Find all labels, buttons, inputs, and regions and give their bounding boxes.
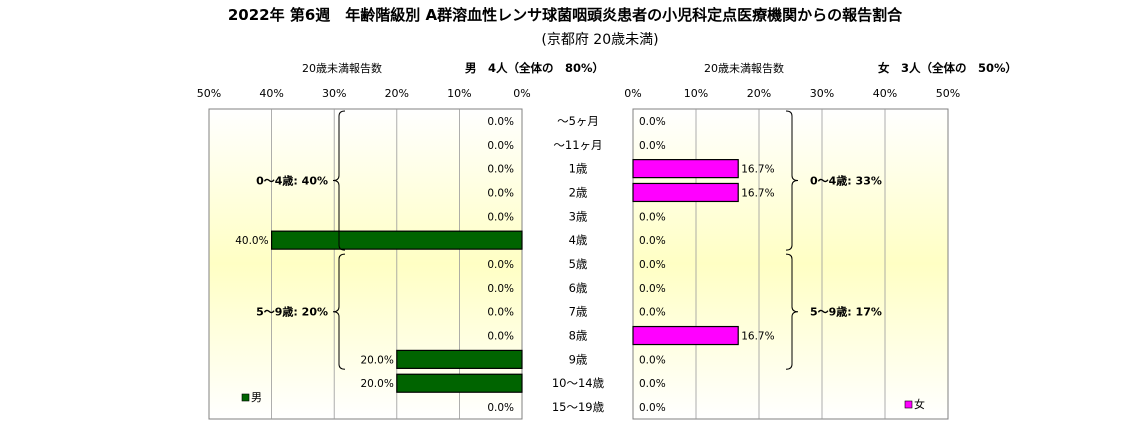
female-tick-label: 10% xyxy=(684,87,708,100)
female-data-label: 0.0% xyxy=(639,235,666,247)
male-data-label: 0.0% xyxy=(487,211,514,223)
male-group-label: 5～9歳: 20% xyxy=(256,305,328,319)
male-data-label: 0.0% xyxy=(487,259,514,271)
female-legend-swatch xyxy=(904,400,913,409)
male-tick-label: 10% xyxy=(447,87,471,100)
category-label: 7歳 xyxy=(569,305,588,319)
male-header-label: 20歳未満報告数 xyxy=(302,62,382,75)
female-data-label: 0.0% xyxy=(639,307,666,319)
male-tick-label: 20% xyxy=(385,87,409,100)
category-label: 5歳 xyxy=(569,257,588,271)
female-header-stat: 女 3人（全体の 50%） xyxy=(878,61,1017,75)
male-data-label: 0.0% xyxy=(487,140,514,152)
male-data-label: 20.0% xyxy=(360,378,393,390)
male-data-label: 0.0% xyxy=(487,116,514,128)
female-tick-label: 40% xyxy=(873,87,897,100)
female-tick-label: 50% xyxy=(936,87,960,100)
female-group-label: 0～4歳: 33% xyxy=(810,174,882,188)
chart-title: 2022年 第6週 年齢階級別 A群溶血性レンサ球菌咽頭炎患者の小児科定点医療機… xyxy=(228,6,903,24)
female-tick-label: 20% xyxy=(747,87,771,100)
female-legend-label: 女 xyxy=(914,397,925,411)
male-data-labels: 0.0% 0.0% 0.0% 0.0% 0.0% 40.0% 0.0% 0.0% 0.0% 0.0… xyxy=(235,116,514,414)
group-bracket xyxy=(332,110,346,251)
female-data-label: 0.0% xyxy=(639,140,666,152)
male-legend-swatch xyxy=(241,393,250,402)
male-axis-ticks: 0% 10% 20% 30% 40% 50% xyxy=(197,87,531,100)
category-label: 4歳 xyxy=(569,233,588,247)
female-data-label: 0.0% xyxy=(639,402,666,414)
male-plot-area xyxy=(208,108,523,420)
category-label: 8歳 xyxy=(569,329,588,343)
male-bars xyxy=(271,230,523,393)
male-group-label: 0～4歳: 40% xyxy=(256,174,328,188)
male-data-label: 0.0% xyxy=(487,164,514,176)
male-legend: 男 xyxy=(241,391,262,404)
group-bracket xyxy=(332,253,346,370)
category-label: 2歳 xyxy=(569,185,588,199)
chart-subtitle: (京都府 20歳未満) xyxy=(541,32,658,48)
male-data-label: 0.0% xyxy=(487,402,514,414)
category-label: ～5ヶ月 xyxy=(557,114,599,128)
male-data-label: 0.0% xyxy=(487,187,514,199)
male-tick-label: 30% xyxy=(322,87,346,100)
female-data-label: 16.7% xyxy=(741,164,774,176)
category-labels: ～5ヶ月 ～11ヶ月 1歳 2歳 3歳 4歳 5歳 6歳 7歳 8歳 9歳 10～14歳 15～19歳 xyxy=(552,114,605,414)
female-data-label: 0.0% xyxy=(639,283,666,295)
female-header-label: 20歳未満報告数 xyxy=(704,62,784,75)
female-data-label: 16.7% xyxy=(741,331,774,343)
female-tick-label: 0% xyxy=(624,87,641,100)
group-bracket xyxy=(785,253,799,370)
category-label: ～11ヶ月 xyxy=(553,138,602,152)
female-group-label: 5～9歳: 17% xyxy=(810,305,882,319)
male-bar xyxy=(396,373,523,393)
female-bar xyxy=(632,159,739,179)
male-data-label: 0.0% xyxy=(487,307,514,319)
female-data-label: 16.7% xyxy=(741,187,774,199)
female-data-label: 0.0% xyxy=(639,211,666,223)
male-data-label: 20.0% xyxy=(360,354,393,366)
female-data-labels: 0.0% 0.0% 16.7% 16.7% 0.0% 0.0% 0.0% 0.0% 0.0% 16… xyxy=(639,116,775,414)
male-legend-label: 男 xyxy=(251,391,262,404)
male-tick-label: 50% xyxy=(197,87,221,100)
male-data-label: 40.0% xyxy=(235,235,268,247)
category-label: 3歳 xyxy=(569,209,588,223)
male-data-label: 0.0% xyxy=(487,331,514,343)
category-label: 6歳 xyxy=(569,281,588,295)
male-data-label: 0.0% xyxy=(487,283,514,295)
female-data-label: 0.0% xyxy=(639,378,666,390)
female-group-brackets: 0～4歳: 33% 5～9歳: 17% xyxy=(785,110,882,370)
female-data-label: 0.0% xyxy=(639,116,666,128)
female-tick-label: 30% xyxy=(810,87,834,100)
male-bar xyxy=(271,230,523,250)
male-tick-label: 0% xyxy=(513,87,530,100)
male-header-stat: 男 4人（全体の 80%） xyxy=(465,61,604,75)
female-bar xyxy=(632,325,739,346)
female-axis-ticks: 0% 10% 20% 30% 40% 50% xyxy=(624,87,960,100)
category-label: 1歳 xyxy=(569,162,588,176)
female-data-label: 0.0% xyxy=(639,259,666,271)
female-plot-area xyxy=(632,108,949,420)
male-tick-label: 40% xyxy=(259,87,283,100)
group-bracket xyxy=(785,110,799,251)
female-data-label: 0.0% xyxy=(639,354,666,366)
male-bar xyxy=(396,349,523,369)
category-label: 10～14歳 xyxy=(552,376,605,390)
female-bar xyxy=(632,182,739,203)
female-bars xyxy=(632,159,739,346)
male-group-brackets: 0～4歳: 40% 5～9歳: 20% xyxy=(256,110,346,370)
category-label: 15～19歳 xyxy=(552,400,605,414)
female-legend: 女 xyxy=(904,397,925,411)
category-label: 9歳 xyxy=(569,352,588,366)
